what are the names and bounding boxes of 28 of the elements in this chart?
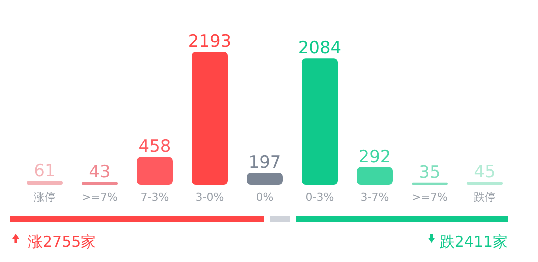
data-label: 45 xyxy=(474,162,496,182)
x-tick-label: 3-0% xyxy=(196,191,224,204)
x-tick-label: >=7% xyxy=(412,191,448,204)
bar xyxy=(302,58,338,185)
bar xyxy=(467,182,503,185)
data-label: 35 xyxy=(419,162,441,183)
bar xyxy=(27,181,63,185)
x-tick-label: 3-7% xyxy=(360,191,390,204)
x-tick-label: 0% xyxy=(256,191,274,204)
x-tick-label: 涨停 xyxy=(34,191,56,204)
x-tick-label: 7-3% xyxy=(140,191,170,204)
data-label: 292 xyxy=(358,147,392,168)
data-label: 61 xyxy=(34,161,56,182)
data-label: 43 xyxy=(89,162,111,182)
data-label: 2084 xyxy=(298,38,342,59)
x-tick-label: >=7% xyxy=(82,191,118,204)
bar xyxy=(82,182,118,185)
data-label: 458 xyxy=(138,137,172,158)
bar xyxy=(137,157,173,185)
bar xyxy=(247,173,283,185)
data-label: 2193 xyxy=(188,32,232,52)
x-tick-label: 0-3% xyxy=(306,191,334,204)
text: 跌2411家 xyxy=(440,233,508,251)
bar xyxy=(357,167,393,185)
bar xyxy=(192,52,228,185)
data-label: 197 xyxy=(248,153,282,174)
x-tick-label: 跌停 xyxy=(474,191,496,204)
text: 涨2755家 xyxy=(28,233,96,251)
